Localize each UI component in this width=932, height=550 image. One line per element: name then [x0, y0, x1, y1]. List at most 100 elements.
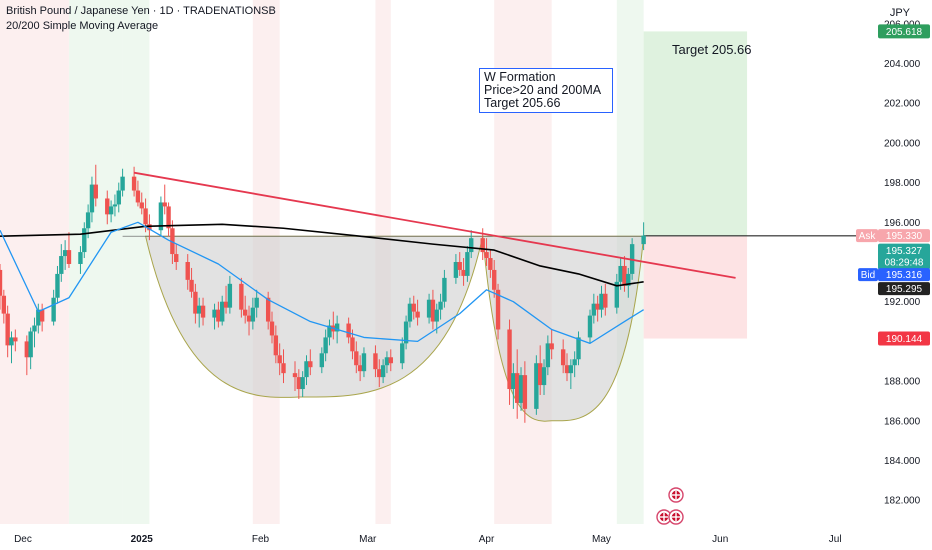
y-tick-label: 200.000: [884, 138, 921, 149]
candle: [403, 315, 409, 350]
target-label: Target 205.66: [672, 42, 752, 57]
candle: [120, 168, 125, 197]
candle: [36, 303, 41, 334]
candle: [273, 325, 279, 364]
candle: [193, 283, 198, 324]
candle: [158, 196, 164, 237]
candle: [265, 291, 271, 330]
candle: [197, 297, 202, 328]
moving-averages: [0, 221, 644, 345]
candle: [327, 319, 332, 346]
candle: [626, 267, 631, 298]
candle: [131, 166, 137, 197]
time-axis[interactable]: Dec 2025 Feb Mar Apr May Jun Jul: [0, 524, 932, 550]
y-tick-label: 198.000: [884, 178, 921, 189]
candle: [5, 305, 10, 358]
y-tick-label: 182.000: [884, 496, 921, 507]
candle: [465, 246, 470, 282]
candle: [112, 194, 118, 217]
session-band: [122, 0, 150, 524]
candle: [189, 267, 194, 298]
ma200-price-tag: 195.295: [878, 282, 930, 296]
candle: [599, 285, 604, 318]
candle: [62, 240, 68, 270]
candle: [82, 222, 87, 259]
bid-price-text: 195.316: [886, 270, 923, 281]
event-icons[interactable]: [656, 487, 684, 525]
candle: [641, 222, 646, 251]
candle: [541, 359, 547, 395]
x-tick-label: Feb: [252, 534, 270, 545]
candle: [246, 305, 252, 336]
x-tick-label: May: [592, 534, 611, 545]
candle: [135, 180, 141, 207]
candle: [216, 301, 221, 328]
candle: [357, 355, 363, 382]
candle: [308, 349, 313, 376]
currency-label[interactable]: JPY: [889, 7, 910, 19]
candle: [438, 293, 443, 320]
long-position-tool[interactable]: [643, 31, 862, 339]
symbol-title[interactable]: British Pound / Japanese Yen · 1D · TRAD…: [6, 5, 276, 17]
candle: [495, 283, 501, 340]
candle: [492, 260, 497, 298]
candle: [568, 359, 574, 390]
event-flag-icon[interactable]: [668, 487, 684, 503]
candle: [380, 359, 386, 384]
candle: [227, 275, 233, 314]
ask-price-tag-text: 195.330: [886, 231, 923, 242]
candle: [377, 359, 382, 388]
candle: [200, 297, 206, 326]
candle: [591, 293, 597, 324]
ask-badge: Ask: [856, 229, 878, 243]
candle: [488, 250, 493, 278]
candle: [469, 230, 474, 259]
candle: [442, 269, 447, 308]
candle: [545, 335, 551, 376]
candle: [13, 329, 18, 352]
candle: [361, 347, 367, 378]
candle: [147, 214, 152, 241]
y-tick-label: 204.000: [884, 59, 921, 70]
time-axis-bg: [0, 524, 932, 550]
stop-price-tag: 190.144: [878, 331, 930, 346]
candle: [51, 289, 56, 326]
candle: [242, 295, 248, 324]
candle: [55, 265, 60, 304]
candle: [105, 190, 110, 225]
annotation-line-3: Target 205.66: [484, 96, 561, 110]
x-tick-label: Jul: [829, 534, 842, 545]
candle: [212, 303, 217, 330]
candle: [400, 337, 405, 370]
candle: [166, 202, 171, 237]
candle: [9, 331, 14, 364]
ask-price-tag: 195.330: [878, 229, 930, 242]
candle: [254, 289, 259, 318]
candle: [415, 299, 420, 326]
loss-zone[interactable]: [643, 235, 748, 339]
bid-badge-text: Bid: [861, 270, 875, 281]
x-tick-label: Jun: [712, 534, 728, 545]
candle: [587, 309, 593, 344]
indicator-label[interactable]: 20/200 Simple Moving Average: [6, 20, 159, 32]
y-tick-label: 192.000: [884, 297, 921, 308]
candle: [457, 252, 462, 276]
candle: [534, 355, 539, 415]
ask-badge-text: Ask: [859, 231, 877, 242]
y-tick-label: 186.000: [884, 416, 921, 427]
candle: [622, 256, 627, 292]
stop-price-tag-text: 190.144: [886, 334, 923, 345]
trendline[interactable]: [133, 171, 736, 279]
ma200-line: [0, 223, 644, 287]
candle: [453, 254, 459, 284]
candle: [511, 363, 516, 409]
candle: [319, 347, 325, 374]
profit-zone[interactable]: [643, 31, 748, 236]
annotation-box[interactable]: W Formation Price>20 and 200MA Target 20…: [479, 68, 613, 113]
candle: [537, 345, 543, 395]
candle: [108, 200, 114, 223]
resistance-trendline[interactable]: [133, 171, 736, 279]
candle: [426, 293, 432, 324]
event-flag-icon[interactable]: [668, 509, 684, 525]
